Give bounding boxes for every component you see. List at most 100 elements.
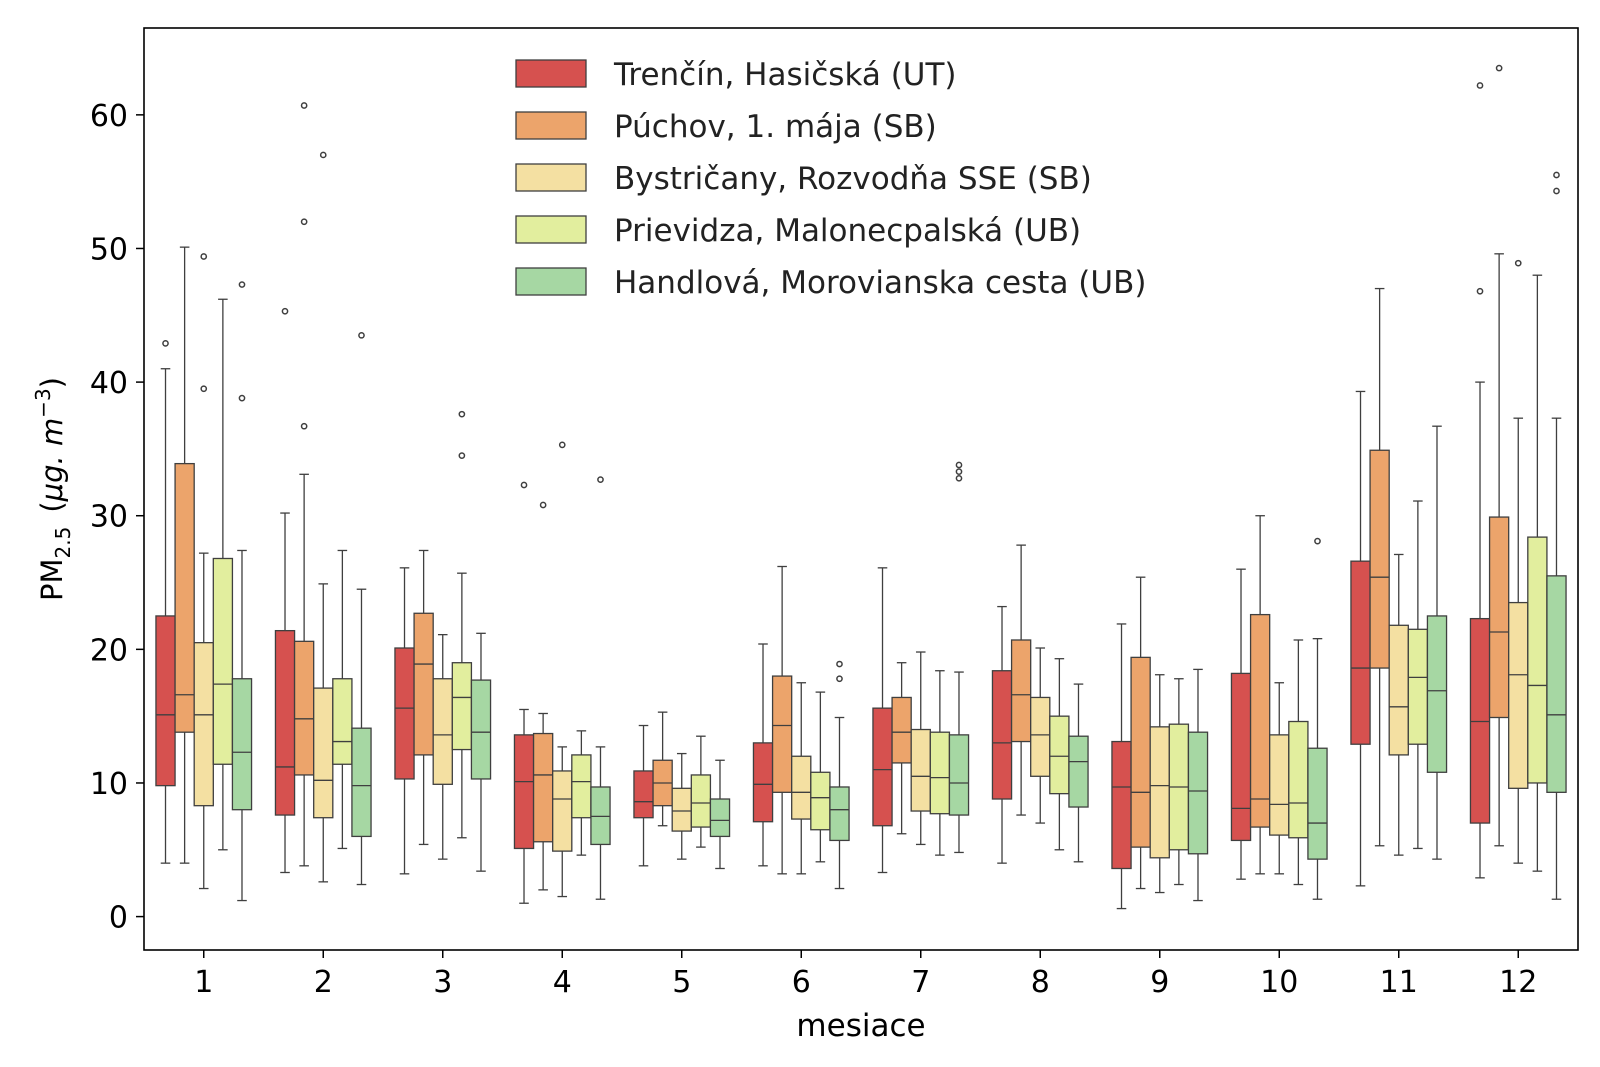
- outlier-point: [162, 340, 169, 347]
- box-group: [1010, 544, 1032, 816]
- y-axis-title-unit: μg. m: [35, 418, 69, 503]
- box-iqr: [231, 678, 253, 811]
- y-tick-label: 60: [90, 99, 128, 134]
- box-group: [1426, 425, 1448, 860]
- y-tick-label: 40: [90, 366, 128, 401]
- box-iqr: [351, 727, 372, 838]
- box-iqr: [274, 629, 296, 816]
- box-group: [1307, 537, 1328, 900]
- box-iqr: [1388, 624, 1409, 756]
- box-iqr: [1469, 617, 1491, 824]
- legend-label: Bystričany, Rozvodňa SSE (SB): [614, 161, 1092, 197]
- box-group: [274, 307, 296, 874]
- box-iqr: [293, 640, 315, 776]
- box-group: [451, 410, 473, 839]
- x-axis: 1 2 3 4 5 6 7 8 9 10 11 12: [194, 950, 1537, 1000]
- box-group: [709, 759, 731, 870]
- box-group: [1130, 576, 1151, 890]
- box-iqr: [633, 770, 654, 819]
- box-group: [394, 567, 415, 875]
- x-tick-label: 7: [911, 965, 930, 1000]
- box-iqr: [1488, 516, 1510, 719]
- legend-label: Trenčín, Hasičská (UT): [613, 57, 957, 93]
- outlier-point: [238, 281, 246, 288]
- box-iqr: [571, 754, 592, 819]
- box-iqr: [1249, 613, 1271, 828]
- box-iqr: [1527, 536, 1548, 784]
- legend-item: Púchov, 1. mája (SB): [515, 109, 937, 145]
- outlier-point: [238, 394, 246, 402]
- y-axis-title-base: PM: [35, 558, 69, 601]
- box-group: [872, 567, 893, 874]
- box-group: [1369, 287, 1390, 847]
- box-group: [690, 735, 712, 848]
- outlier-point: [1314, 537, 1321, 545]
- box-iqr: [1111, 740, 1132, 870]
- outlier-point: [358, 331, 365, 339]
- box-group: [810, 691, 831, 863]
- box-group: [332, 549, 353, 850]
- outlier-point: [520, 481, 528, 489]
- box-iqr: [1130, 656, 1151, 848]
- x-tick-label: 9: [1150, 965, 1169, 1000]
- box-iqr: [929, 731, 951, 815]
- box-iqr: [1068, 735, 1089, 808]
- x-axis-title: mesiace: [796, 1008, 925, 1044]
- outlier-point: [300, 422, 308, 430]
- outlier-point: [300, 218, 308, 226]
- box-group: [1546, 171, 1567, 900]
- x-tick-label: 6: [792, 965, 811, 1000]
- outlier-point: [1553, 187, 1560, 195]
- box-iqr: [1546, 575, 1567, 793]
- legend-item: Handlová, Morovianska cesta (UB): [515, 265, 1146, 301]
- box-iqr: [1269, 734, 1290, 836]
- y-axis: 0 10 20 30 40 50 60: [90, 99, 144, 936]
- box-iqr: [791, 755, 812, 820]
- box-iqr: [513, 734, 535, 850]
- x-tick-label: 1: [194, 965, 213, 1000]
- box-iqr: [1288, 720, 1309, 839]
- box-iqr: [413, 612, 434, 756]
- outlier-point: [1514, 259, 1522, 267]
- outlier-point: [539, 501, 547, 509]
- box-group: [571, 730, 592, 856]
- box-iqr: [155, 615, 176, 787]
- outlier-point: [1476, 287, 1484, 295]
- box-iqr: [771, 675, 793, 793]
- box-group: [1388, 553, 1409, 856]
- box-iqr: [590, 786, 611, 846]
- outlier-point: [200, 253, 208, 260]
- box-group: [910, 651, 931, 846]
- box-iqr: [1187, 731, 1209, 855]
- legend-item: Prievidza, Malonecpalská (UB): [515, 213, 1081, 249]
- y-tick-label: 50: [90, 232, 128, 267]
- box-iqr: [1508, 601, 1529, 789]
- y-axis-title-unit-prefix: (: [35, 501, 69, 512]
- box-iqr: [1407, 628, 1429, 745]
- box-group: [231, 281, 253, 902]
- box-group: [293, 102, 315, 867]
- outlier-point: [836, 660, 843, 668]
- box-iqr: [1350, 560, 1371, 745]
- legend-label: Prievidza, Malonecpalská (UB): [614, 213, 1081, 249]
- box-iqr: [829, 786, 850, 842]
- outlier-point: [458, 410, 466, 418]
- box-group: [552, 441, 573, 898]
- outlier-point: [836, 675, 843, 683]
- x-tick-label: 10: [1260, 965, 1298, 1000]
- outlier-point: [1476, 82, 1484, 89]
- box-iqr: [451, 662, 473, 751]
- box-group: [1508, 259, 1529, 864]
- box-iqr: [910, 728, 931, 812]
- box-iqr: [313, 687, 334, 819]
- y-axis-title-unit-superscript: −3: [31, 388, 55, 417]
- legend: Trenčín, Hasičská (UT) Púchov, 1. mája (S…: [515, 57, 1146, 301]
- outlier-point: [955, 461, 963, 469]
- y-axis-title-unit-suffix: ): [35, 377, 69, 388]
- legend-item: Trenčín, Hasičská (UT): [515, 57, 957, 93]
- box-iqr: [212, 557, 234, 765]
- box-group: [1149, 674, 1170, 894]
- box-group: [991, 605, 1013, 864]
